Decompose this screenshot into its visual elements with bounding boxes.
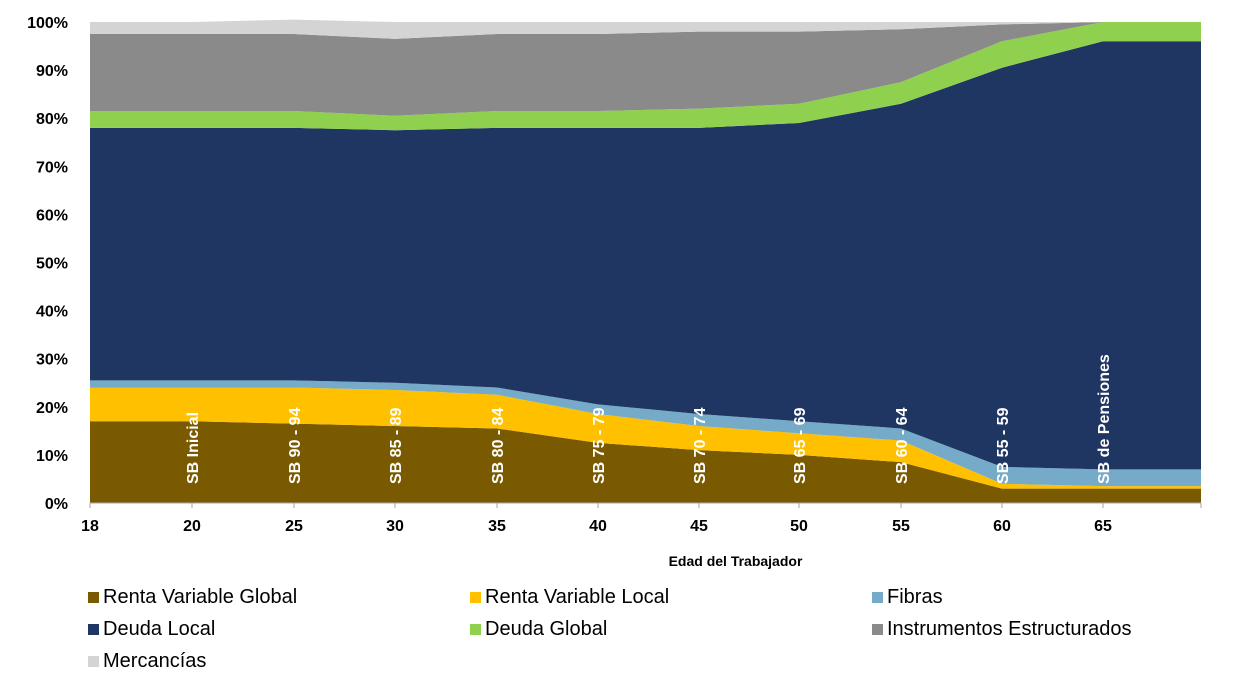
legend-swatch	[872, 624, 883, 635]
band-label: SB 85 - 89	[388, 407, 405, 484]
area-series-group	[90, 19, 1201, 503]
band-label: SB de Pensiones	[1096, 354, 1113, 484]
legend-swatch	[88, 624, 99, 635]
y-tick-label: 20%	[36, 400, 68, 417]
area-deuda-local	[90, 41, 1201, 470]
y-tick-label: 40%	[36, 304, 68, 321]
band-label: SB 70 - 74	[692, 407, 709, 484]
x-tick-label: 65	[1094, 518, 1112, 535]
legend-label: Instrumentos Estructurados	[887, 618, 1132, 640]
x-tick-label: 30	[386, 518, 404, 535]
legend-label: Mercancías	[103, 650, 207, 672]
x-tick-label: 18	[81, 518, 99, 535]
x-tick-label: 40	[589, 518, 607, 535]
x-tick-label: 45	[690, 518, 708, 535]
legend-label: Renta Variable Global	[103, 586, 298, 608]
legend-label: Fibras	[887, 586, 943, 608]
y-tick-label: 60%	[36, 207, 68, 224]
x-tick-label: 20	[183, 518, 201, 535]
area-renta-variable-global	[90, 421, 1201, 503]
x-axis-title: Edad del Trabajador	[669, 553, 803, 569]
area-mercanc-as	[90, 19, 1201, 39]
legend-swatch	[88, 592, 99, 603]
y-tick-label: 70%	[36, 159, 68, 176]
x-tick-label: 35	[488, 518, 506, 535]
x-tick-labels: 18 20 25 30 35 40 45 50 55 60 65	[81, 503, 1202, 535]
band-label: SB 90 - 94	[287, 407, 304, 484]
legend-item: Fibras	[872, 586, 943, 609]
band-label: SB 80 - 84	[490, 407, 507, 484]
legend-swatch	[470, 624, 481, 635]
legend-item: Deuda Local	[88, 618, 215, 641]
x-tick-label: 55	[892, 518, 910, 535]
legend-swatch	[872, 592, 883, 603]
y-tick-label: 90%	[36, 63, 68, 80]
y-tick-label: 50%	[36, 256, 68, 273]
x-tick-label: 60	[993, 518, 1011, 535]
legend-item: Deuda Global	[470, 618, 607, 641]
legend-label: Deuda Global	[485, 618, 608, 640]
band-labels: SB Inicial SB 90 - 94 SB 85 - 89 SB 80 - 84…	[185, 354, 1113, 484]
y-tick-labels: 0% 10% 20% 30% 40% 50% 60% 70% 80% 90% 100%	[27, 15, 68, 513]
area-fibras	[90, 380, 1201, 487]
y-tick-label: 10%	[36, 448, 68, 465]
y-tick-label: 80%	[36, 111, 68, 128]
legend-swatch	[470, 592, 481, 603]
area-deuda-global	[90, 22, 1201, 131]
band-label: SB Inicial	[185, 412, 202, 484]
band-label: SB 65 - 69	[792, 407, 809, 484]
x-tick-label: 25	[285, 518, 303, 535]
area-instrumentos-estructurados	[90, 22, 1201, 116]
stacked-area-chart: 0% 10% 20% 30% 40% 50% 60% 70% 80% 90% 100% 18 20 25…	[27, 15, 1202, 569]
legend-item: Renta Variable Local	[470, 586, 669, 609]
legend-swatch	[88, 656, 99, 667]
band-label: SB 55 - 59	[995, 407, 1012, 484]
legend-label: Renta Variable Local	[485, 586, 670, 608]
area-renta-variable-local	[90, 387, 1201, 489]
y-tick-label: 30%	[36, 352, 68, 369]
y-tick-label: 100%	[27, 15, 68, 32]
legend-label: Deuda Local	[103, 618, 216, 640]
x-tick-label: 50	[790, 518, 808, 535]
y-tick-label: 0%	[45, 496, 68, 513]
legend-item: Renta Variable Global	[88, 586, 297, 609]
legend-item: Instrumentos Estructurados	[872, 618, 1132, 641]
band-label: SB 75 - 79	[591, 407, 608, 484]
band-label: SB 60 - 64	[894, 407, 911, 484]
legend-item: Mercancías	[88, 650, 206, 673]
